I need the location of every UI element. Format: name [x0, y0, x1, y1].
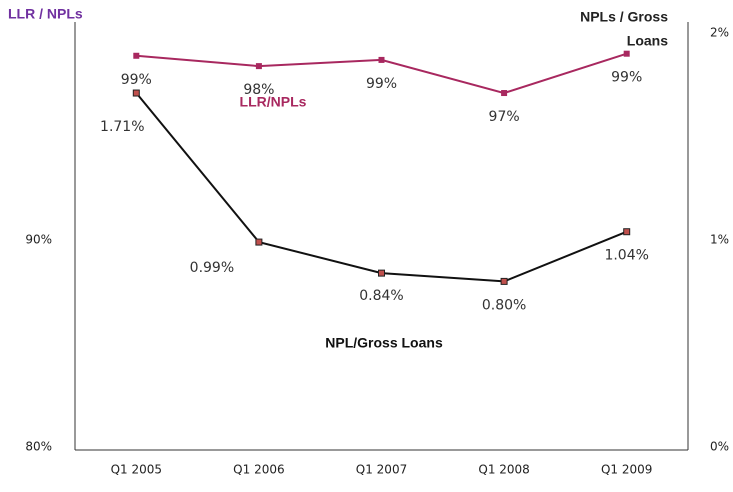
data-label: 0.80%: [482, 297, 526, 313]
series-line: [135, 92, 628, 283]
series-label: LLR/NPLs: [240, 94, 307, 110]
x-tick-label: Q1 2005: [111, 463, 162, 477]
marker: [500, 277, 508, 285]
data-label: 0.99%: [190, 260, 234, 276]
marker: [255, 238, 263, 246]
marker: [133, 52, 140, 59]
data-label: 97%: [489, 109, 520, 125]
y-tick-label: 90%: [25, 233, 52, 247]
y2-axis-title: Loans: [627, 33, 668, 49]
data-label: 1.04%: [604, 248, 648, 264]
marker: [378, 56, 385, 63]
data-label: 1.71%: [100, 119, 144, 135]
y2-tick-label: 0%: [710, 440, 729, 454]
marker: [623, 228, 631, 236]
marker: [501, 90, 508, 97]
x-tick-label: Q1 2007: [356, 463, 407, 477]
data-label: 98%: [243, 82, 274, 98]
y-axis-title: LLR / NPLs: [8, 6, 83, 22]
data-label: 99%: [366, 76, 397, 92]
x-tick-label: Q1 2006: [233, 463, 284, 477]
data-label: 99%: [121, 72, 152, 88]
marker: [378, 269, 385, 277]
data-label: 0.84%: [359, 288, 403, 304]
marker: [132, 89, 140, 97]
y-tick-label: 80%: [25, 440, 52, 454]
data-label: 99%: [611, 70, 642, 86]
marker: [255, 63, 262, 70]
x-tick-label: Q1 2009: [601, 463, 652, 477]
y2-tick-label: 2%: [710, 26, 729, 40]
series-label: NPL/Gross Loans: [325, 335, 443, 351]
x-tick-label: Q1 2008: [478, 463, 529, 477]
y2-axis-title: NPLs / Gross: [580, 9, 668, 25]
marker: [623, 50, 630, 57]
y2-tick-label: 1%: [710, 233, 729, 247]
